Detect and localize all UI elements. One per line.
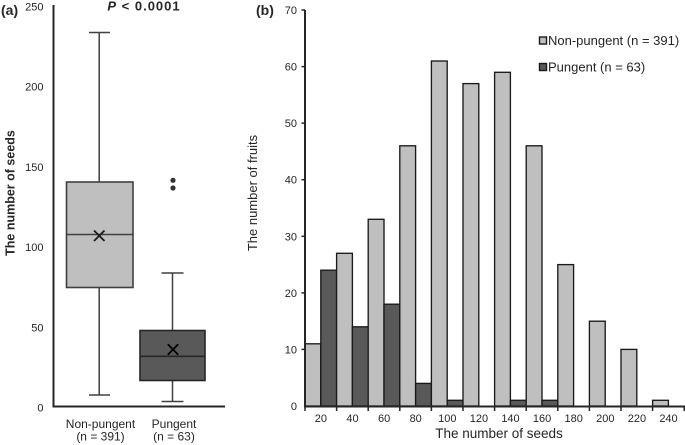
svg-text:80: 80 [410, 413, 422, 425]
svg-text:The number of seeds: The number of seeds [435, 426, 563, 441]
svg-text:140: 140 [501, 413, 519, 425]
svg-text:160: 160 [533, 413, 551, 425]
svg-text:50: 50 [285, 118, 297, 130]
svg-text:100: 100 [25, 242, 43, 254]
svg-text:200: 200 [25, 82, 43, 94]
svg-text:20: 20 [315, 413, 327, 425]
svg-text:Pungent (n = 63): Pungent (n = 63) [548, 60, 645, 75]
svg-text:Non-pungent (n = 391): Non-pungent (n = 391) [548, 33, 679, 48]
svg-text:100: 100 [438, 413, 456, 425]
svg-text:30: 30 [285, 231, 297, 243]
svg-text:40: 40 [346, 413, 358, 425]
svg-text:10: 10 [285, 344, 297, 356]
svg-text:50: 50 [31, 322, 43, 334]
svg-text:(a): (a) [1, 2, 18, 18]
svg-text:40: 40 [285, 175, 297, 187]
svg-text:The number of seeds: The number of seeds [4, 130, 18, 256]
svg-text:Pungent: Pungent [152, 417, 197, 431]
svg-text:P < 0.0001: P < 0.0001 [107, 0, 180, 14]
svg-text:180: 180 [565, 413, 583, 425]
svg-text:60: 60 [285, 62, 297, 74]
svg-text:150: 150 [25, 162, 43, 174]
svg-text:240: 240 [659, 413, 677, 425]
svg-text:20: 20 [285, 288, 297, 300]
svg-text:60: 60 [378, 413, 390, 425]
svg-text:200: 200 [596, 413, 614, 425]
svg-text:Non-pungent: Non-pungent [66, 417, 136, 431]
svg-text:The number of fruits: The number of fruits [245, 134, 260, 251]
svg-text:220: 220 [628, 413, 646, 425]
svg-text:0: 0 [291, 401, 297, 413]
svg-text:0: 0 [37, 403, 43, 415]
svg-text:(n = 391): (n = 391) [76, 430, 124, 444]
svg-text:70: 70 [285, 5, 297, 17]
svg-text:(b): (b) [256, 2, 274, 18]
svg-text:(n = 63): (n = 63) [153, 430, 195, 444]
svg-text:120: 120 [470, 413, 488, 425]
svg-text:250: 250 [25, 2, 43, 14]
